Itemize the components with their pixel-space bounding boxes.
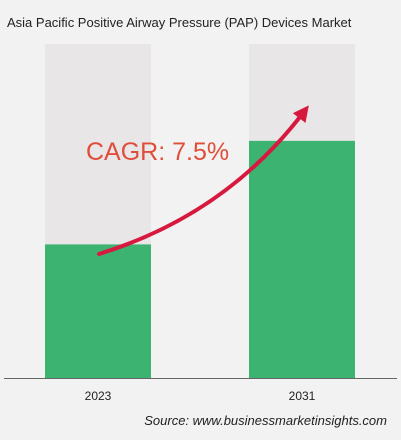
x-tick-label-2023: 2023 xyxy=(85,389,112,403)
source-note: Source: www.businessmarketinsights.com xyxy=(144,413,387,428)
x-tick-label-2031: 2031 xyxy=(289,389,316,403)
bar-2031 xyxy=(249,140,355,378)
cagr-annotation: CAGR: 7.5% xyxy=(86,138,229,166)
cagr-arrow xyxy=(97,105,309,256)
chart-title: Asia Pacific Positive Airway Pressure (P… xyxy=(7,15,352,30)
bar-2023 xyxy=(45,244,151,378)
